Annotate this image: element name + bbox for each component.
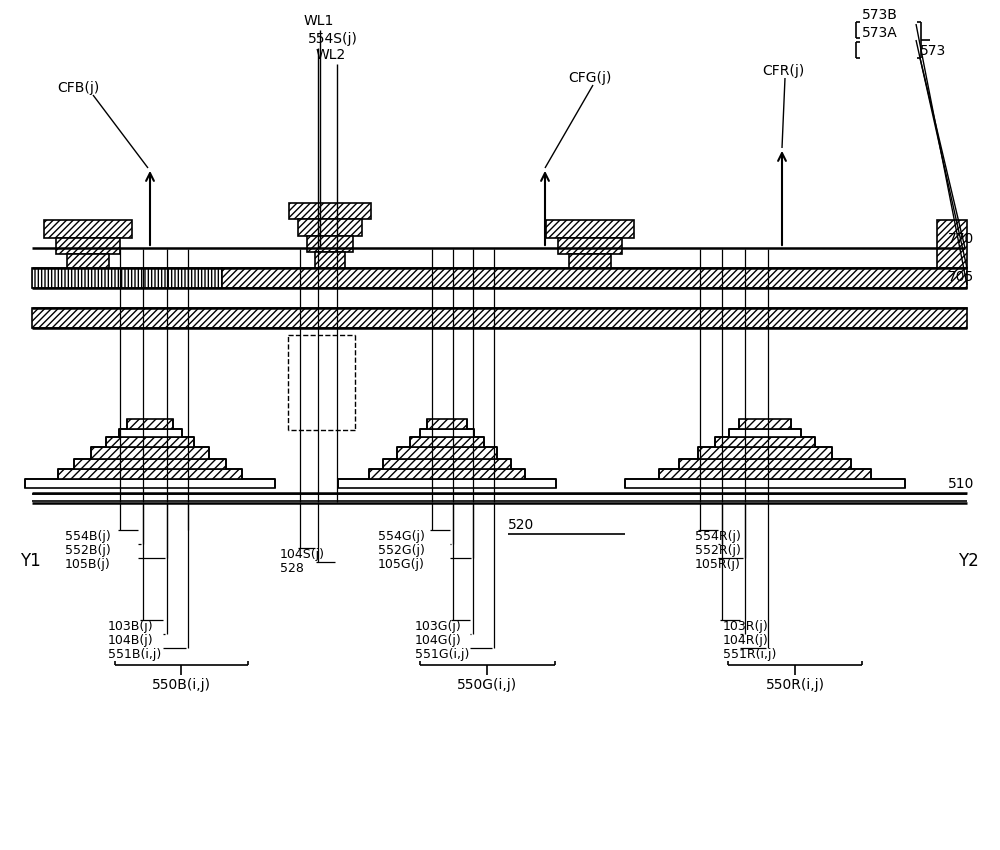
Bar bbox=[338, 479, 556, 488]
Text: 551R(i,j): 551R(i,j) bbox=[723, 648, 776, 661]
Text: 552B(j): 552B(j) bbox=[65, 544, 111, 557]
Bar bbox=[91, 447, 209, 459]
Text: 104B(j): 104B(j) bbox=[108, 634, 154, 647]
Bar bbox=[32, 268, 222, 288]
Bar bbox=[558, 238, 622, 253]
Text: 551G(i,j): 551G(i,j) bbox=[415, 648, 469, 661]
Text: Y2: Y2 bbox=[958, 552, 979, 570]
Bar bbox=[715, 437, 815, 447]
Bar bbox=[698, 447, 832, 459]
Text: 573B: 573B bbox=[862, 8, 898, 22]
Text: 105B(j): 105B(j) bbox=[65, 558, 111, 571]
Bar bbox=[298, 219, 362, 235]
Text: CFG(j): CFG(j) bbox=[568, 71, 611, 85]
Bar bbox=[569, 253, 611, 268]
Bar bbox=[546, 220, 634, 238]
Bar bbox=[127, 419, 173, 429]
Bar bbox=[383, 459, 511, 469]
Bar bbox=[739, 419, 791, 429]
Text: 554R(j): 554R(j) bbox=[695, 530, 741, 543]
Bar bbox=[32, 308, 967, 328]
Text: WL2: WL2 bbox=[316, 48, 346, 62]
Bar bbox=[937, 220, 967, 268]
Text: 554G(j): 554G(j) bbox=[378, 530, 425, 543]
Text: 104S(j): 104S(j) bbox=[280, 548, 325, 561]
Text: 104R(j): 104R(j) bbox=[723, 634, 769, 647]
Bar bbox=[58, 469, 242, 479]
Text: 770: 770 bbox=[948, 232, 974, 246]
Text: CFR(j): CFR(j) bbox=[762, 64, 804, 78]
Text: 573: 573 bbox=[920, 44, 946, 58]
Text: 103G(j): 103G(j) bbox=[415, 620, 462, 633]
Text: 573A: 573A bbox=[862, 26, 898, 40]
Bar bbox=[67, 253, 109, 268]
Bar bbox=[222, 268, 967, 288]
Text: 528: 528 bbox=[280, 562, 304, 575]
Bar bbox=[397, 447, 497, 459]
Text: 552R(j): 552R(j) bbox=[695, 544, 741, 557]
Text: WL1: WL1 bbox=[304, 14, 334, 28]
Text: 105R(j): 105R(j) bbox=[695, 558, 741, 571]
Bar bbox=[74, 459, 226, 469]
Text: 550B(i,j): 550B(i,j) bbox=[152, 678, 210, 692]
Bar bbox=[410, 437, 484, 447]
Bar bbox=[289, 203, 371, 219]
Text: 105G(j): 105G(j) bbox=[378, 558, 425, 571]
Text: 520: 520 bbox=[508, 518, 534, 532]
Bar bbox=[307, 235, 353, 252]
Text: CFB(j): CFB(j) bbox=[57, 81, 99, 95]
Bar bbox=[679, 459, 851, 469]
Text: 104G(j): 104G(j) bbox=[415, 634, 462, 647]
Bar bbox=[44, 220, 132, 238]
Bar bbox=[729, 429, 801, 437]
Text: 550R(i,j): 550R(i,j) bbox=[766, 678, 824, 692]
Text: Y1: Y1 bbox=[20, 552, 41, 570]
Text: 551B(i,j): 551B(i,j) bbox=[108, 648, 161, 661]
Bar bbox=[106, 437, 194, 447]
Text: 554S(j): 554S(j) bbox=[308, 32, 358, 46]
Bar bbox=[625, 479, 905, 488]
Text: 552G(j): 552G(j) bbox=[378, 544, 425, 557]
Bar bbox=[119, 429, 182, 437]
Text: 554B(j): 554B(j) bbox=[65, 530, 111, 543]
Text: 550G(i,j): 550G(i,j) bbox=[457, 678, 517, 692]
Text: 510: 510 bbox=[948, 477, 974, 491]
Bar bbox=[420, 429, 474, 437]
Text: 705: 705 bbox=[948, 270, 974, 284]
Bar bbox=[56, 238, 120, 253]
Bar bbox=[427, 419, 467, 429]
Bar bbox=[369, 469, 525, 479]
Bar bbox=[659, 469, 871, 479]
Text: 103R(j): 103R(j) bbox=[723, 620, 769, 633]
Text: 103B(j): 103B(j) bbox=[108, 620, 154, 633]
Bar bbox=[25, 479, 275, 488]
Bar bbox=[315, 252, 345, 268]
